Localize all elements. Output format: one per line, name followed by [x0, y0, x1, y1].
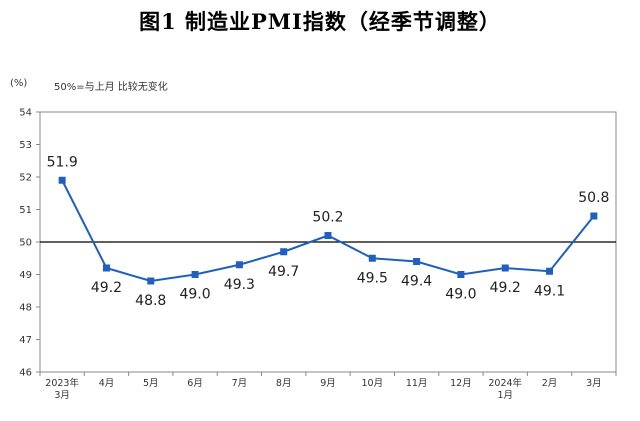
data-point: [501, 264, 509, 272]
x-tick-label-line: 1月: [497, 390, 513, 401]
x-tick-label-line: 12月: [450, 378, 472, 389]
x-tick-label-line: 9月: [320, 378, 336, 389]
x-tick-label-line: 4月: [99, 378, 115, 389]
y-axis-unit-label: (%): [10, 78, 28, 89]
x-tick-label-line: 2023年: [45, 377, 79, 389]
y-tick-label: 47: [19, 335, 32, 346]
y-tick-label: 49: [19, 270, 32, 281]
x-tick-label-line: 3月: [54, 390, 70, 401]
data-point: [58, 176, 66, 184]
data-label: 49.0: [179, 287, 210, 303]
data-point: [147, 277, 155, 285]
y-tick-label: 53: [19, 140, 32, 151]
reference-note: 50%=与上月 比较无变化: [54, 82, 168, 93]
data-point: [191, 271, 199, 278]
data-point: [324, 232, 332, 239]
x-tick-label-line: 11月: [406, 378, 428, 389]
data-label: 49.0: [445, 287, 476, 303]
data-point: [280, 248, 288, 256]
y-tick-label: 52: [19, 173, 32, 184]
data-point: [235, 261, 243, 269]
x-tick-label-line: 5月: [143, 378, 159, 389]
x-tick-label: 3月: [586, 378, 602, 389]
x-tick-label: 2023年 3月: [45, 377, 79, 401]
x-tick-label-line: 8月: [276, 378, 292, 389]
data-label: 49.3: [224, 277, 255, 293]
x-tick-label-line: 2月: [542, 378, 558, 389]
y-tick-label: 51: [19, 205, 32, 216]
data-label: 50.8: [578, 190, 609, 206]
x-tick-label: 12月: [450, 378, 472, 389]
data-label: 49.5: [357, 270, 388, 286]
x-tick-label: 4月: [99, 378, 115, 389]
chart-title: 图1 制造业PMI指数（经季节调整）: [139, 9, 501, 34]
y-tick-label: 46: [19, 368, 32, 379]
x-tick-label: 5月: [143, 378, 159, 389]
x-tick-label: 6月: [187, 378, 203, 389]
x-tick-label: 2024年 1月: [488, 377, 522, 401]
data-label: 49.4: [401, 274, 432, 290]
x-tick-label: 9月: [320, 378, 336, 389]
x-tick-label-line: 10月: [362, 378, 384, 389]
x-tick-label: 2月: [542, 378, 558, 389]
data-label: 49.2: [91, 280, 122, 296]
data-point: [413, 258, 421, 265]
data-point: [368, 254, 376, 262]
data-point: [590, 212, 598, 220]
x-tick-label-line: 2024年: [488, 377, 522, 389]
series-group: [58, 176, 598, 285]
x-tick-label: 8月: [276, 378, 292, 389]
x-tick-label: 10月: [362, 378, 384, 389]
data-label: 50.2: [312, 210, 343, 226]
labels-group: 51.9 49.2 48.8 49.0 49.3 49.7 50.2 49.5 49.4 49.0…: [47, 154, 610, 309]
data-label: 51.9: [47, 154, 78, 170]
data-label: 48.8: [135, 293, 166, 309]
y-tick-label: 48: [19, 303, 32, 314]
data-label: 49.1: [534, 283, 565, 299]
x-tick-label-line: 6月: [187, 378, 203, 389]
x-tick-label: 11月: [406, 378, 428, 389]
series-line: [61, 179, 595, 283]
data-point: [102, 264, 110, 272]
y-tick-label: 54: [19, 108, 32, 119]
data-label: 49.2: [490, 280, 521, 296]
data-label: 49.7: [268, 264, 299, 280]
x-tick-label: 7月: [232, 378, 248, 389]
data-point: [457, 271, 465, 278]
x-tick-label-line: 7月: [232, 378, 248, 389]
y-tick-label: 50: [19, 238, 32, 249]
x-tick-label-line: 3月: [586, 378, 602, 389]
data-point: [546, 267, 554, 275]
